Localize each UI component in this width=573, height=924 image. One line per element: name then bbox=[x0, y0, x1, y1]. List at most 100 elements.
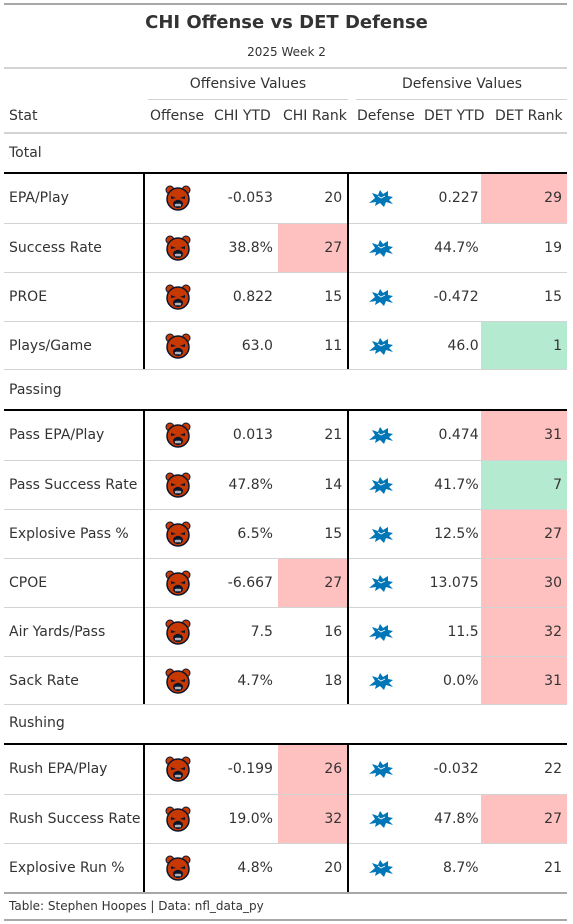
chi-ytd-cell: 4.7% bbox=[237, 672, 273, 689]
chicago-bears-logo-icon bbox=[165, 472, 191, 498]
chi-ytd-cell: -0.199 bbox=[209, 745, 278, 795]
det-rank-cell: 30 bbox=[480, 558, 567, 608]
detroit-lions-logo-icon bbox=[369, 810, 394, 828]
group-label-total: Total bbox=[9, 145, 42, 161]
defense-logo-cell bbox=[347, 794, 414, 844]
det-rank-cell: 32 bbox=[480, 607, 567, 657]
defense-logo-cell bbox=[347, 745, 414, 795]
stat-name-cell: Explosive Pass % bbox=[4, 509, 145, 559]
det-ytd-cell: 12.5% bbox=[413, 509, 481, 559]
stat-name-cell: Plays/Game bbox=[9, 337, 92, 354]
det-rank-cell: 7 bbox=[480, 460, 567, 510]
offense-logo-cell bbox=[143, 460, 210, 510]
chi-rank-cell: 27 bbox=[277, 558, 349, 608]
offense-logo-cell bbox=[143, 745, 210, 795]
detroit-lions-logo-icon bbox=[369, 337, 394, 355]
group-divider-total bbox=[4, 172, 567, 174]
column-header-det-ytd: DET YTD bbox=[424, 108, 485, 124]
group-divider-rushing bbox=[4, 743, 567, 745]
table-row: PROE 0.822 15 -0.472 15 bbox=[4, 272, 567, 322]
table-row: Explosive Pass % 6.5% 15 12.5% 27 bbox=[4, 509, 567, 559]
column-header-offense: Offense bbox=[150, 108, 205, 124]
chi-ytd-cell: 63.0 bbox=[241, 337, 273, 354]
spanner-offensive-underline bbox=[148, 99, 348, 100]
offense-logo-cell bbox=[143, 174, 210, 224]
column-header-stat: Stat bbox=[9, 108, 38, 124]
stat-name-cell: Pass Success Rate bbox=[4, 460, 145, 510]
chicago-bears-logo-icon bbox=[165, 521, 191, 547]
offense-logo-cell bbox=[143, 656, 210, 705]
group-divider-top-passing bbox=[4, 369, 567, 370]
det-ytd-cell: 0.474 bbox=[413, 411, 481, 461]
det-rank-cell: 22 bbox=[480, 745, 567, 795]
stats-table-total: EPA/Play -0.053 20 0.227 29 Success Rate 38… bbox=[4, 174, 567, 370]
spanner-offensive-values: Offensive Values bbox=[189, 76, 307, 92]
chi-ytd-cell: 0.013 bbox=[209, 411, 278, 461]
column-header-det-rank: DET Rank bbox=[495, 108, 563, 124]
stat-name-cell: Rush Success Rate bbox=[4, 794, 145, 844]
spanner-defensive-values: Defensive Values bbox=[401, 76, 523, 92]
chicago-bears-logo-icon bbox=[165, 422, 191, 448]
chicago-bears-logo-icon bbox=[165, 619, 191, 645]
defense-logo-cell bbox=[347, 607, 414, 657]
chi-ytd-cell: 7.5 bbox=[209, 607, 278, 657]
stat-name-cell: Rush EPA/Play bbox=[4, 745, 145, 795]
chicago-bears-logo-icon bbox=[165, 855, 191, 881]
table-row: Success Rate 38.8% 27 44.7% 19 bbox=[4, 223, 567, 273]
detroit-lions-logo-icon bbox=[369, 427, 394, 445]
offense-logo-cell bbox=[143, 558, 210, 608]
chi-rank-cell: 18 bbox=[324, 672, 343, 689]
offense-logo-cell bbox=[143, 509, 210, 559]
detroit-lions-logo-icon bbox=[369, 761, 394, 779]
defense-logo-cell bbox=[347, 656, 414, 705]
defense-logo-cell bbox=[347, 272, 414, 322]
header-divider bbox=[4, 67, 567, 69]
chi-ytd-cell: 0.822 bbox=[209, 272, 278, 322]
stat-name-cell: Sack Rate bbox=[9, 672, 79, 689]
caption-bottom-border bbox=[4, 919, 567, 921]
offense-logo-cell bbox=[143, 321, 210, 370]
defense-logo-cell bbox=[347, 223, 414, 273]
chi-rank-cell: 32 bbox=[277, 794, 349, 844]
detroit-lions-logo-icon bbox=[369, 859, 394, 877]
table-row: CPOE -6.667 27 13.075 30 bbox=[4, 558, 567, 608]
table-row: Pass EPA/Play 0.013 21 0.474 31 bbox=[4, 411, 567, 461]
group-divider-passing bbox=[4, 409, 567, 411]
stat-name-cell: PROE bbox=[4, 272, 145, 322]
chicago-bears-logo-icon bbox=[165, 668, 191, 694]
table-row: Plays/Game 63.0 11 46.0 1 bbox=[4, 321, 567, 370]
defense-logo-cell bbox=[347, 174, 414, 224]
det-rank-cell: 19 bbox=[480, 223, 567, 273]
det-rank-cell: 31 bbox=[480, 411, 567, 461]
column-header-chi-ytd: CHI YTD bbox=[214, 108, 271, 124]
chi-rank-cell: 11 bbox=[324, 337, 343, 354]
spanner-defensive-underline bbox=[356, 99, 567, 100]
chicago-bears-logo-icon bbox=[165, 185, 191, 211]
det-ytd-cell: 41.7% bbox=[413, 460, 481, 510]
det-ytd-cell: 0.0% bbox=[443, 672, 479, 689]
chicago-bears-logo-icon bbox=[165, 235, 191, 261]
defense-logo-cell bbox=[347, 843, 414, 892]
chicago-bears-logo-icon bbox=[165, 570, 191, 596]
detroit-lions-logo-icon bbox=[369, 476, 394, 494]
chi-ytd-cell: -6.667 bbox=[209, 558, 278, 608]
chi-rank-cell: 14 bbox=[277, 460, 349, 510]
det-ytd-cell: 46.0 bbox=[447, 337, 479, 354]
chicago-bears-logo-icon bbox=[165, 756, 191, 782]
chi-rank-cell: 20 bbox=[277, 174, 349, 224]
table-row: Explosive Run % 4.8% 20 8.7% 21 bbox=[4, 843, 567, 892]
defense-logo-cell bbox=[347, 411, 414, 461]
det-rank-cell: 1 bbox=[480, 321, 567, 370]
offense-logo-cell bbox=[143, 272, 210, 322]
detroit-lions-logo-icon bbox=[369, 239, 394, 257]
column-header-chi-rank: CHI Rank bbox=[283, 108, 347, 124]
table-row: Rush Success Rate 19.0% 32 47.8% 27 bbox=[4, 794, 567, 844]
group-label-rushing: Rushing bbox=[9, 715, 65, 731]
group-divider-top-rushing bbox=[4, 704, 567, 705]
detroit-lions-logo-icon bbox=[369, 190, 394, 208]
stats-table-rushing: Rush EPA/Play -0.199 26 -0.032 22 Rush Succ… bbox=[4, 745, 567, 892]
stat-name-cell: CPOE bbox=[4, 558, 145, 608]
chi-rank-cell: 27 bbox=[277, 223, 349, 273]
bottom-border bbox=[4, 892, 567, 894]
stat-name-cell: Success Rate bbox=[4, 223, 145, 273]
